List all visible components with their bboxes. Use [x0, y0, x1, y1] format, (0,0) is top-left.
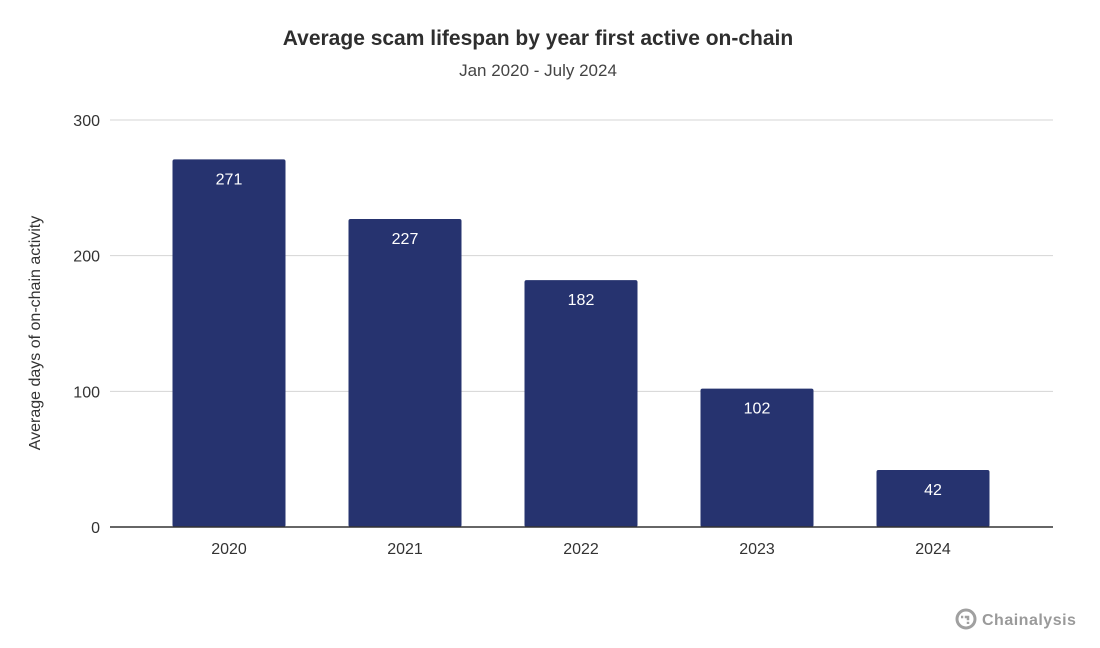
- bar-2024: [876, 470, 990, 527]
- data-label-2020: 271: [216, 171, 243, 188]
- y-tick-label: 300: [73, 113, 100, 130]
- chainalysis-logo-icon: [955, 608, 977, 630]
- chart-title: Average scam lifespan by year first acti…: [283, 27, 793, 50]
- brand: Chainalysis: [955, 608, 1076, 630]
- y-axis-ticks: 0 100 200 300: [73, 113, 100, 537]
- x-tick-label-2023: 2023: [739, 541, 775, 558]
- bar-2021: [348, 219, 462, 527]
- y-axis-label: Average days of on-chain activity: [27, 216, 44, 451]
- data-label-2021: 227: [392, 231, 419, 248]
- brand-name: Chainalysis: [982, 612, 1076, 629]
- data-label-2024: 42: [924, 482, 942, 499]
- bar-2020: [172, 159, 286, 528]
- bar-2022: [524, 280, 638, 527]
- data-labels: 271 227 182 102 42: [216, 171, 942, 499]
- data-label-2023: 102: [744, 401, 771, 418]
- bars: [172, 159, 990, 528]
- chart-subtitle: Jan 2020 - July 2024: [459, 61, 617, 80]
- y-tick-label: 100: [73, 384, 100, 401]
- x-tick-label-2020: 2020: [211, 541, 247, 558]
- x-tick-label-2022: 2022: [563, 541, 599, 558]
- data-label-2022: 182: [568, 292, 595, 309]
- bar-2023: [700, 388, 814, 527]
- y-tick-label: 0: [91, 520, 100, 537]
- x-axis-ticks: 2020 2021 2022 2023 2024: [211, 541, 951, 558]
- y-tick-label: 200: [73, 249, 100, 266]
- x-tick-label-2024: 2024: [915, 541, 951, 558]
- x-tick-label-2021: 2021: [387, 541, 423, 558]
